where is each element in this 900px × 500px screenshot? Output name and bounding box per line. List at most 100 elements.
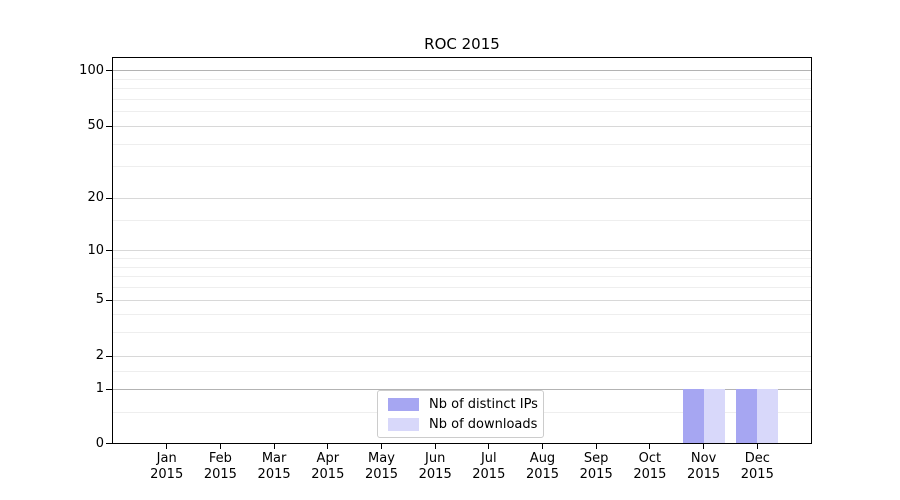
- x-axis-tick: [327, 444, 329, 449]
- year-label: 2015: [740, 467, 774, 482]
- x-axis-tick: [542, 444, 543, 449]
- x-axis-tick: [219, 444, 221, 449]
- year-label: 2015: [633, 467, 667, 482]
- gridline-major: [113, 197, 811, 199]
- gridline-minor: [113, 276, 811, 278]
- gridline-minor: [113, 98, 811, 100]
- x-axis-tick: [381, 444, 382, 449]
- gridline-minor: [113, 143, 811, 145]
- month-label: Feb: [208, 451, 232, 466]
- legend: Nb of distinct IPs Nb of downloads: [377, 390, 544, 438]
- month-label: Mar: [261, 451, 287, 466]
- x-axis-tick-label: Feb 2015: [188, 451, 252, 483]
- x-axis-tick: [703, 444, 705, 449]
- x-axis-tick: [434, 444, 436, 449]
- bar-layer: [113, 58, 811, 443]
- x-axis-tick-label: Mar 2015: [242, 451, 306, 483]
- x-axis-tick: [649, 444, 651, 449]
- month-label: Jun: [425, 451, 446, 466]
- y-axis-tick: [106, 443, 112, 444]
- x-axis-tick: [488, 444, 490, 449]
- grid-layer: [113, 58, 811, 443]
- gridline-minor: [113, 332, 811, 334]
- y-axis-tick-label: 5: [95, 292, 104, 307]
- y-axis-tick-label: 2: [95, 348, 104, 364]
- plot-area: [112, 57, 812, 444]
- y-axis-tick-label: 1: [95, 381, 104, 397]
- month-label: Apr: [316, 451, 340, 466]
- y-axis-tick: [106, 299, 112, 301]
- month-label: Nov: [690, 451, 717, 466]
- year-label: 2015: [525, 467, 560, 482]
- year-label: 2015: [579, 467, 613, 482]
- gridline-minor: [113, 111, 811, 113]
- month-label: May: [368, 451, 395, 466]
- year-label: 2015: [364, 467, 399, 482]
- x-axis-tick: [273, 444, 275, 449]
- gridline-major: [113, 70, 811, 72]
- y-axis-tick: [106, 70, 112, 72]
- gridline-major: [113, 355, 811, 357]
- bar-downloads-nov: [703, 388, 725, 443]
- x-axis-tick-label: Oct 2015: [618, 451, 682, 483]
- y-axis-tick: [106, 125, 112, 127]
- gridline-major: [113, 125, 811, 127]
- y-axis-tick: [106, 355, 112, 357]
- x-axis-tick-label: Apr 2015: [296, 451, 360, 483]
- month-label: Jul: [480, 451, 497, 466]
- month-label: Sep: [583, 451, 609, 466]
- x-axis-tick-label: Dec 2015: [725, 451, 789, 483]
- gridline-minor: [113, 314, 811, 316]
- y-axis-tick-label: 50: [87, 118, 104, 134]
- gridline-major: [113, 250, 811, 252]
- gridline-major: [113, 388, 811, 390]
- month-label: Jan: [156, 451, 177, 466]
- year-label: 2015: [203, 467, 237, 482]
- y-axis-tick-label: 0: [95, 435, 104, 451]
- bar-downloads-dec: [757, 388, 779, 443]
- gridline-minor: [113, 219, 811, 221]
- gridline-minor: [113, 287, 811, 288]
- gridline-minor: [113, 266, 811, 268]
- year-label: 2015: [257, 467, 291, 482]
- y-axis-tick: [106, 197, 112, 199]
- gridline-minor: [113, 88, 811, 90]
- month-label: Aug: [529, 451, 556, 466]
- y-axis-tick-label: 10: [87, 242, 104, 258]
- year-label: 2015: [418, 467, 452, 482]
- legend-row: Nb of downloads: [386, 416, 538, 432]
- bar-distinct-ips-dec: [736, 388, 758, 443]
- legend-row: Nb of distinct IPs: [386, 396, 538, 412]
- legend-swatch: [388, 397, 419, 411]
- legend-item-label: Nb of distinct IPs: [429, 396, 538, 412]
- x-axis-tick: [756, 444, 758, 449]
- x-axis-tick-label: Sep 2015: [564, 451, 628, 483]
- month-label: Oct: [638, 451, 662, 466]
- year-label: 2015: [150, 467, 184, 482]
- x-axis-tick-label: Jan 2015: [135, 451, 199, 483]
- x-axis-tick-label: Nov 2015: [672, 451, 736, 483]
- year-label: 2015: [687, 467, 721, 482]
- y-axis-tick: [106, 250, 112, 252]
- x-axis-tick-label: Jun 2015: [403, 451, 467, 483]
- x-axis-tick: [166, 444, 168, 449]
- year-label: 2015: [472, 467, 506, 482]
- year-label: 2015: [311, 467, 345, 482]
- gridline-minor: [113, 370, 811, 372]
- x-axis-tick: [595, 444, 597, 449]
- legend-item-label: Nb of downloads: [429, 416, 538, 432]
- gridline-minor: [113, 78, 811, 80]
- chart-title: ROC 2015: [424, 35, 500, 53]
- month-label: Dec: [744, 451, 770, 466]
- y-axis-tick: [106, 388, 112, 390]
- gridline-major: [113, 299, 811, 301]
- gridline-minor: [113, 258, 811, 259]
- bar-distinct-ips-nov: [682, 388, 704, 443]
- x-axis-tick-label: May 2015: [350, 451, 414, 483]
- y-axis-tick-label: 20: [87, 190, 104, 206]
- x-axis-tick-label: Jul 2015: [457, 451, 521, 483]
- gridline-minor: [113, 166, 811, 168]
- y-axis-tick-label: 100: [79, 62, 104, 78]
- legend-swatch: [388, 417, 419, 431]
